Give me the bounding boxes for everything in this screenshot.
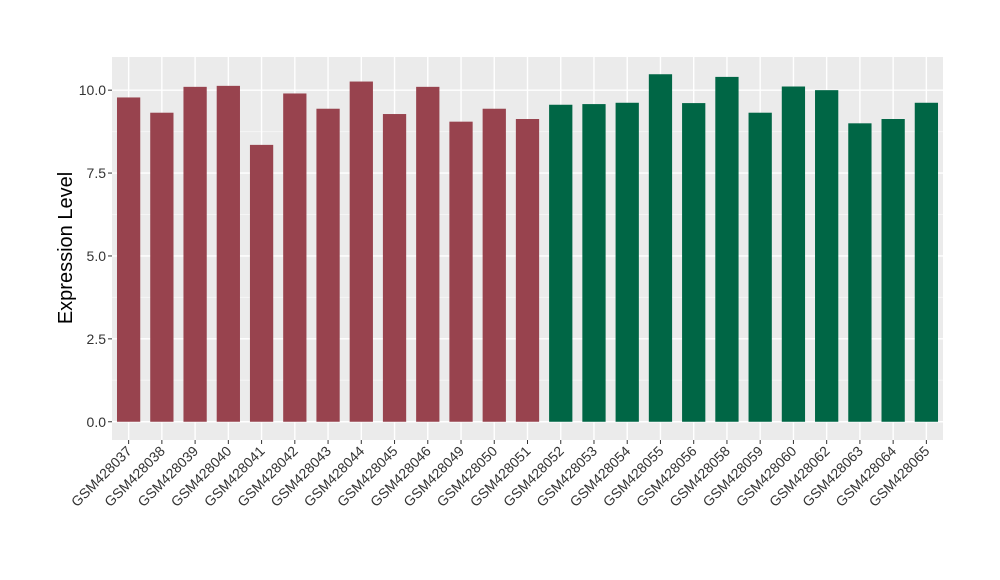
bar-GSM428050 [482, 108, 506, 422]
bar-GSM428037 [116, 97, 141, 422]
bar-GSM428051 [515, 119, 540, 422]
bar-GSM428045 [382, 114, 407, 422]
y-tick-label: 5.0 [87, 248, 107, 264]
bar-GSM428059 [748, 112, 772, 422]
y-tick-label: 2.5 [87, 331, 107, 347]
y-tick-label: 0.0 [87, 414, 107, 430]
y-axis: 0.0 2.5 5.0 7.5 10.0 [79, 82, 112, 430]
bar-GSM428042 [283, 93, 307, 422]
bar-GSM428041 [249, 144, 274, 422]
bar-GSM428058 [715, 76, 739, 422]
bar-GSM428065 [914, 102, 939, 422]
y-tick-label: 7.5 [87, 165, 107, 181]
bar-GSM428053 [582, 104, 606, 422]
bar-GSM428038 [150, 112, 174, 422]
bar-GSM428060 [781, 86, 806, 422]
bar-GSM428052 [549, 104, 573, 422]
bar-GSM428056 [682, 103, 706, 422]
bar-GSM428044 [349, 81, 373, 422]
bar-GSM428049 [449, 121, 473, 422]
bar-GSM428039 [183, 86, 207, 422]
bar-GSM428063 [848, 123, 872, 422]
bar-GSM428064 [881, 119, 905, 422]
y-tick-label: 10.0 [79, 82, 106, 98]
x-axis: GSM428037GSM428038GSM428039GSM428040GSM4… [68, 440, 933, 510]
bar-GSM428054 [615, 102, 639, 422]
bars [116, 74, 939, 422]
bar-GSM428062 [815, 90, 839, 422]
bar-GSM428055 [648, 74, 673, 422]
bar-GSM428046 [416, 86, 440, 422]
y-axis-title: Expression Level [55, 172, 77, 324]
bar-GSM428040 [216, 85, 240, 422]
bar-GSM428043 [316, 108, 340, 422]
